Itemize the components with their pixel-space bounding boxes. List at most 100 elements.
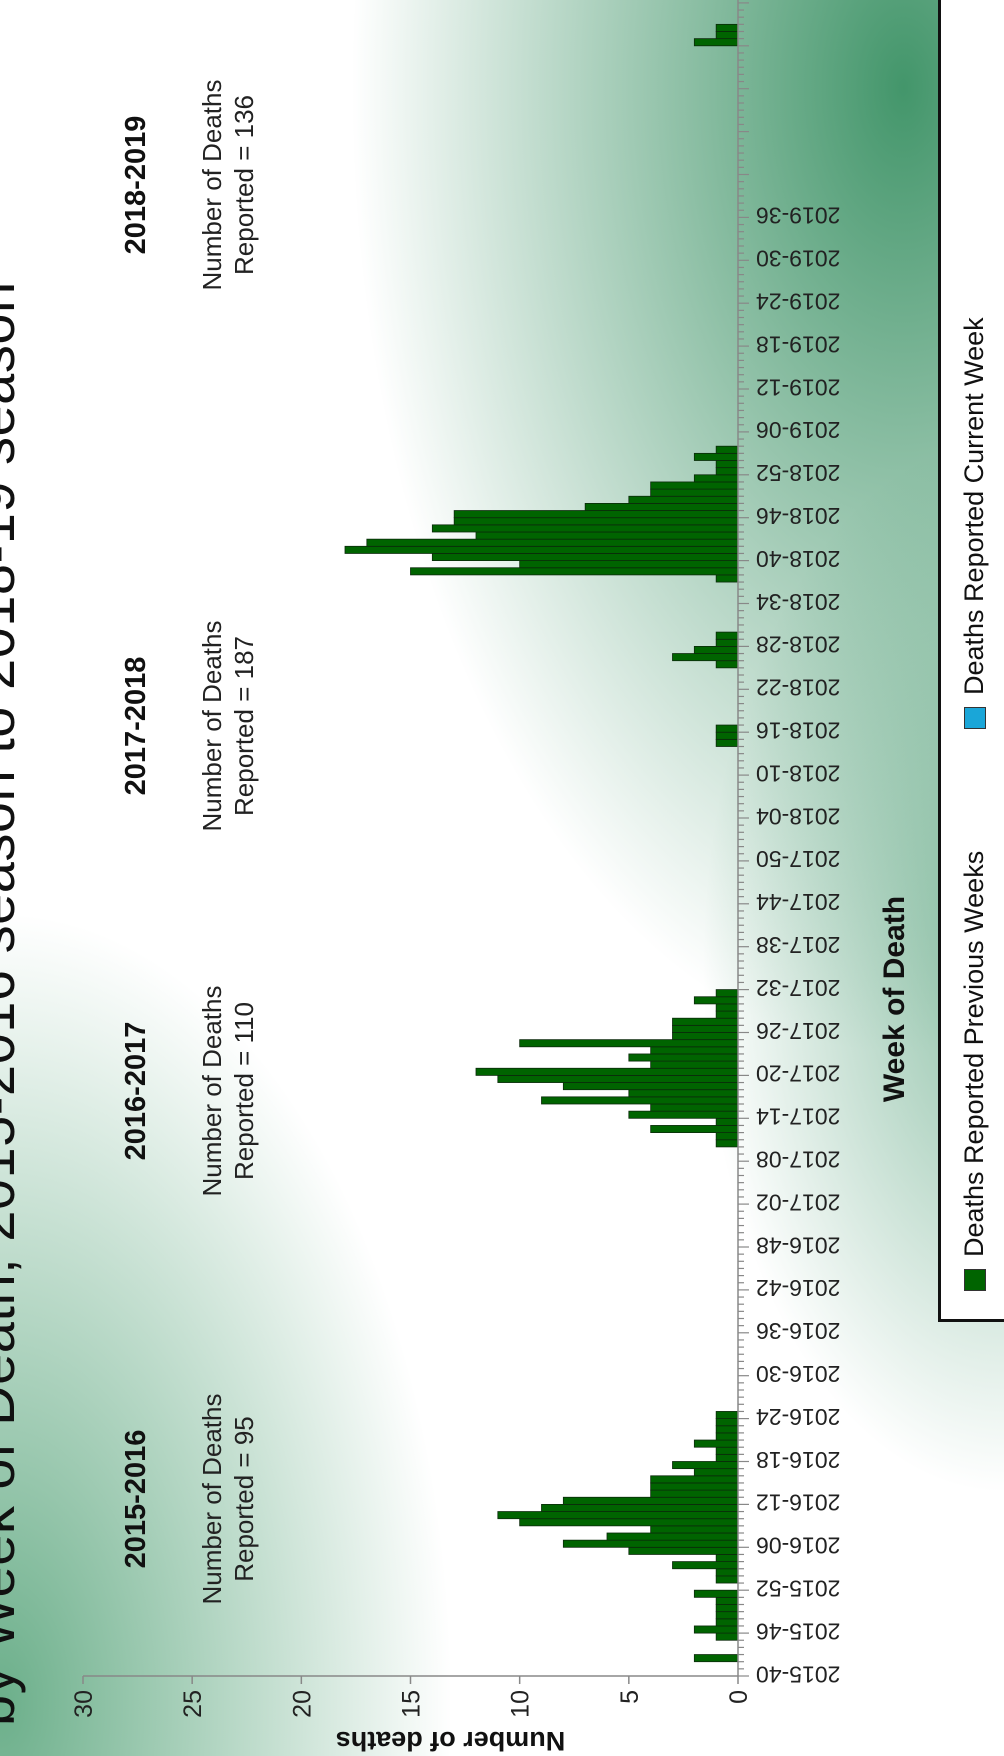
bar	[693, 452, 739, 461]
x-tick-label: 2019-12	[756, 374, 840, 400]
bar	[344, 545, 739, 554]
x-tick-label: 2018-04	[756, 803, 841, 829]
y-tick-label: 30	[70, 1690, 98, 1718]
bar	[650, 1060, 739, 1069]
bar	[715, 1132, 739, 1141]
bar	[519, 1518, 739, 1527]
bar	[628, 495, 739, 504]
x-tick-label: 2016-30	[756, 1361, 840, 1387]
y-tick-label: 0	[725, 1690, 753, 1704]
bar	[693, 1625, 739, 1634]
y-tick-label: 5	[616, 1690, 644, 1704]
bar	[606, 1532, 739, 1541]
bar	[715, 1117, 739, 1126]
bar	[584, 503, 739, 511]
x-tick-label: 2018-52	[756, 460, 840, 486]
x-tick-label: 2018-16	[756, 718, 840, 744]
bar	[715, 1618, 739, 1627]
bar	[693, 1468, 739, 1477]
x-tick-label: 2017-44	[756, 889, 841, 915]
bar	[715, 574, 739, 583]
x-tick-label: 2017-20	[756, 1061, 840, 1087]
bar	[453, 510, 739, 519]
x-tick-label: 2015-52	[756, 1576, 840, 1602]
bar	[715, 989, 739, 998]
bar	[650, 1489, 739, 1498]
legend-label-current: Deaths Reported Current Week	[959, 317, 989, 695]
bar	[650, 1482, 739, 1491]
x-tick-label: 2019-18	[756, 331, 840, 357]
bar	[715, 445, 739, 454]
bar	[715, 1139, 739, 1148]
bar	[628, 1089, 739, 1098]
bar	[715, 1554, 739, 1563]
x-tick-label: 2015-46	[756, 1618, 840, 1644]
bar	[650, 1103, 739, 1112]
x-tick-label: 2016-24	[756, 1404, 841, 1430]
x-tick-label: 2018-40	[756, 546, 840, 572]
bar	[650, 481, 739, 490]
bar	[431, 553, 739, 561]
bar	[519, 560, 739, 569]
x-tick-label: 2017-32	[756, 975, 840, 1001]
x-tick-label: 2017-14	[756, 1104, 841, 1130]
bar	[672, 1561, 739, 1570]
legend-swatch-previous	[963, 1269, 986, 1291]
x-tick-label: 2016-36	[756, 1318, 840, 1344]
x-tick-label: 2016-18	[756, 1447, 840, 1473]
y-axis-title: Number of deaths	[336, 1726, 566, 1756]
bar	[715, 1010, 739, 1019]
x-tick-label: 2019-24	[756, 289, 841, 315]
x-tick-label: 2017-08	[756, 1147, 840, 1173]
bar	[650, 1125, 739, 1133]
x-tick-label: 2016-48	[756, 1232, 840, 1258]
x-tick-label: 2017-02	[756, 1189, 840, 1215]
x-tick-label: 2016-42	[756, 1275, 840, 1301]
bar	[715, 1446, 739, 1455]
bar	[562, 1539, 739, 1548]
x-axis-title: Week of Death	[878, 896, 911, 1102]
bar	[475, 1067, 739, 1076]
bar	[715, 1411, 739, 1420]
bar	[693, 1654, 739, 1663]
bar	[715, 1453, 739, 1462]
bar	[672, 653, 739, 662]
bar	[475, 531, 739, 540]
bar	[715, 1611, 739, 1620]
bar	[715, 738, 739, 747]
bar	[693, 1439, 739, 1448]
bar	[715, 1596, 739, 1605]
bar	[715, 631, 739, 640]
x-tick-label: 2018-10	[756, 760, 840, 786]
bar	[715, 1568, 739, 1577]
bar	[497, 1511, 739, 1520]
bar	[672, 1017, 739, 1026]
bar	[715, 1003, 739, 1012]
bar	[715, 731, 739, 740]
bar	[650, 488, 739, 497]
x-tick-label: 2019-06	[756, 417, 840, 443]
bar	[519, 1039, 739, 1048]
bar	[715, 1425, 739, 1434]
bar	[628, 1110, 739, 1119]
x-tick-label: 2018-34	[756, 589, 841, 615]
bar	[672, 1024, 739, 1033]
bar	[497, 1074, 739, 1083]
bar	[715, 724, 739, 733]
bar	[431, 524, 739, 533]
bar	[628, 1546, 739, 1555]
bar	[672, 1461, 739, 1470]
bar	[650, 1475, 739, 1484]
bar	[693, 1589, 739, 1598]
bar	[693, 38, 739, 47]
legend-swatch-current	[963, 707, 986, 729]
bar	[715, 1432, 739, 1441]
x-tick-label: 2019-36	[756, 203, 840, 229]
x-tick-label: 2016-06	[756, 1533, 840, 1559]
bar	[715, 460, 739, 469]
bar	[715, 31, 739, 40]
bar	[715, 660, 739, 669]
x-tick-label: 2015-40	[756, 1661, 840, 1687]
